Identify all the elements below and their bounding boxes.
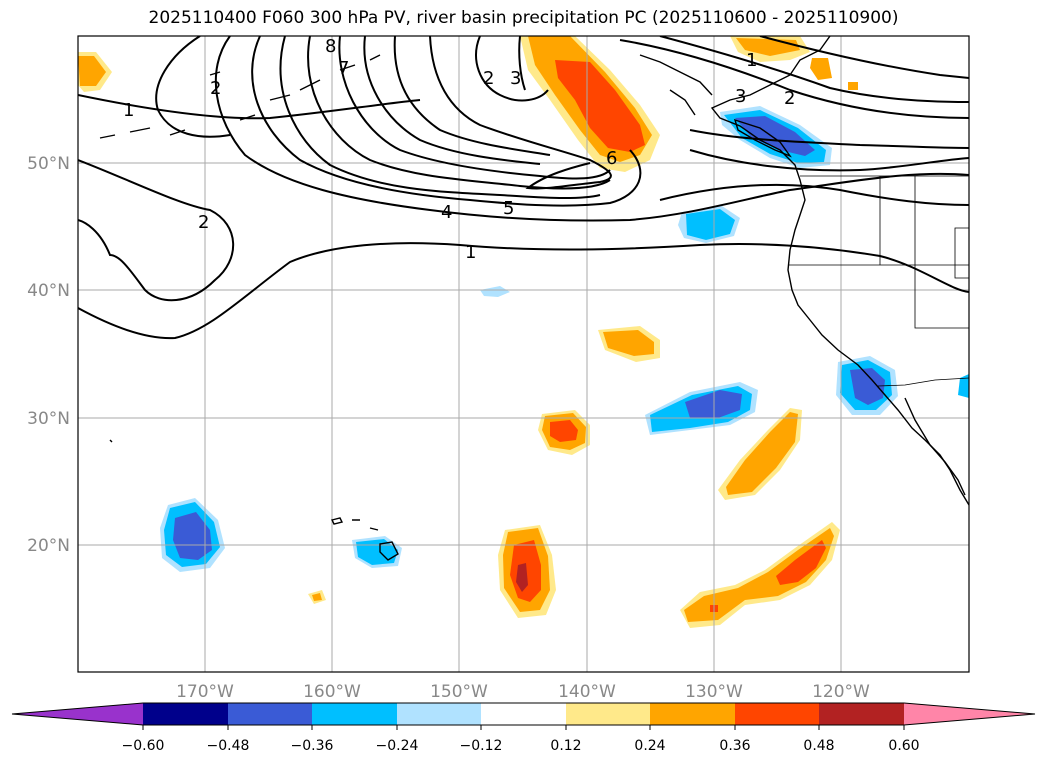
colorbar-tick-label: −0.12 — [460, 738, 503, 754]
lon-label-140w: 140°W — [558, 682, 616, 702]
contour-label: 6 — [606, 148, 617, 169]
colorbar-bin — [481, 703, 566, 725]
colorbar-bin — [228, 703, 312, 725]
colorbar-tick-label: 0.48 — [803, 738, 834, 754]
lat-label-20n: 20°N — [27, 536, 70, 556]
lat-label-50n: 50°N — [27, 154, 70, 174]
contour-label: 7 — [338, 58, 349, 79]
contour-label: 1 — [746, 50, 757, 71]
colorbar-tick-label: −0.60 — [122, 738, 165, 754]
colorbar-tick-label: −0.24 — [376, 738, 419, 754]
lat-label-40n: 40°N — [27, 281, 70, 301]
political-borders — [788, 175, 969, 387]
colorbar-tick-label: −0.48 — [207, 738, 250, 754]
lon-label-160w: 160°W — [303, 682, 361, 702]
colorbar-bin — [312, 703, 397, 725]
graticule — [78, 36, 969, 672]
colorbar-tick-label: 0.36 — [719, 738, 750, 754]
lon-label-150w: 150°W — [430, 682, 488, 702]
map-title: 2025110400 F060 300 hPa PV, river basin … — [148, 8, 899, 28]
contour-label: 3 — [735, 86, 746, 107]
colorbar-bin — [397, 703, 481, 725]
colorbar-extend-high — [904, 703, 1035, 725]
colorbar-extend-low — [12, 703, 143, 725]
contour-label: 4 — [441, 202, 452, 223]
contour-label: 2 — [210, 78, 221, 99]
map-frame — [77, 35, 970, 673]
contour-label: 3 — [510, 68, 521, 89]
contour-label: 5 — [503, 198, 514, 219]
colorbar: −0.60 −0.48 −0.36 −0.24 −0.12 0.12 0.24 … — [11, 702, 1036, 754]
lon-label-130w: 130°W — [685, 682, 743, 702]
contour-label: 1 — [465, 242, 476, 263]
colorbar-bin — [143, 703, 228, 725]
colorbar-bin — [819, 703, 904, 725]
contour-labels: 1 2 2 4 5 6 1 2 3 1 3 2 7 8 — [123, 36, 795, 263]
colorbar-tick-label: 0.12 — [550, 738, 581, 754]
map-plot-area: 1 2 2 4 5 6 1 2 3 1 3 2 7 8 — [78, 36, 969, 672]
colorbar-tick-label: 0.24 — [634, 738, 665, 754]
colorbar-bin — [650, 703, 735, 725]
latitude-labels: 50°N 40°N 30°N 20°N — [27, 154, 70, 556]
contour-label: 2 — [784, 88, 795, 109]
lat-label-30n: 30°N — [27, 409, 70, 429]
coastlines — [99, 36, 969, 561]
colorbar-tick-label: −0.36 — [291, 738, 334, 754]
colorbar-bin — [566, 703, 650, 725]
negative-precip-shading — [160, 106, 969, 572]
colorbar-tick-label: 0.60 — [888, 738, 919, 754]
lon-label-170w: 170°W — [176, 682, 234, 702]
colorbar-bin — [735, 703, 819, 725]
contour-label: 8 — [325, 36, 336, 57]
contour-label: 2 — [483, 68, 494, 89]
longitude-labels: 170°W 160°W 150°W 140°W 130°W 120°W — [176, 682, 870, 702]
positive-precip-shading — [78, 36, 858, 628]
contour-label: 1 — [123, 100, 134, 121]
lon-label-120w: 120°W — [812, 682, 870, 702]
contour-label: 2 — [198, 212, 209, 233]
pv-contours — [78, 36, 969, 340]
